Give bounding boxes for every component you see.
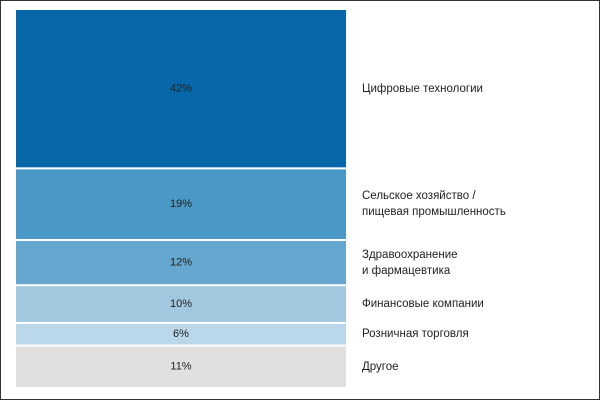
value-label: 12% bbox=[170, 256, 192, 268]
category-label: Здравоохранение и фармацевтика bbox=[362, 248, 458, 277]
value-label: 10% bbox=[170, 298, 192, 310]
segment bbox=[16, 346, 346, 387]
segment bbox=[16, 323, 346, 345]
segment bbox=[16, 240, 346, 285]
segment bbox=[16, 169, 346, 239]
value-label: 19% bbox=[170, 198, 192, 210]
category-label: Сельское хозяйство / пищевая промышленно… bbox=[362, 190, 506, 219]
segment bbox=[16, 10, 346, 168]
value-label: 42% bbox=[170, 83, 192, 95]
value-label: 11% bbox=[170, 361, 191, 373]
category-label: Другое bbox=[362, 360, 399, 373]
segment bbox=[16, 286, 346, 322]
category-label: Финансовые компании bbox=[362, 298, 484, 311]
category-label: Розничная торговля bbox=[362, 328, 469, 341]
value-label: 6% bbox=[173, 328, 189, 340]
category-label: Цифровые технологии bbox=[362, 82, 483, 95]
